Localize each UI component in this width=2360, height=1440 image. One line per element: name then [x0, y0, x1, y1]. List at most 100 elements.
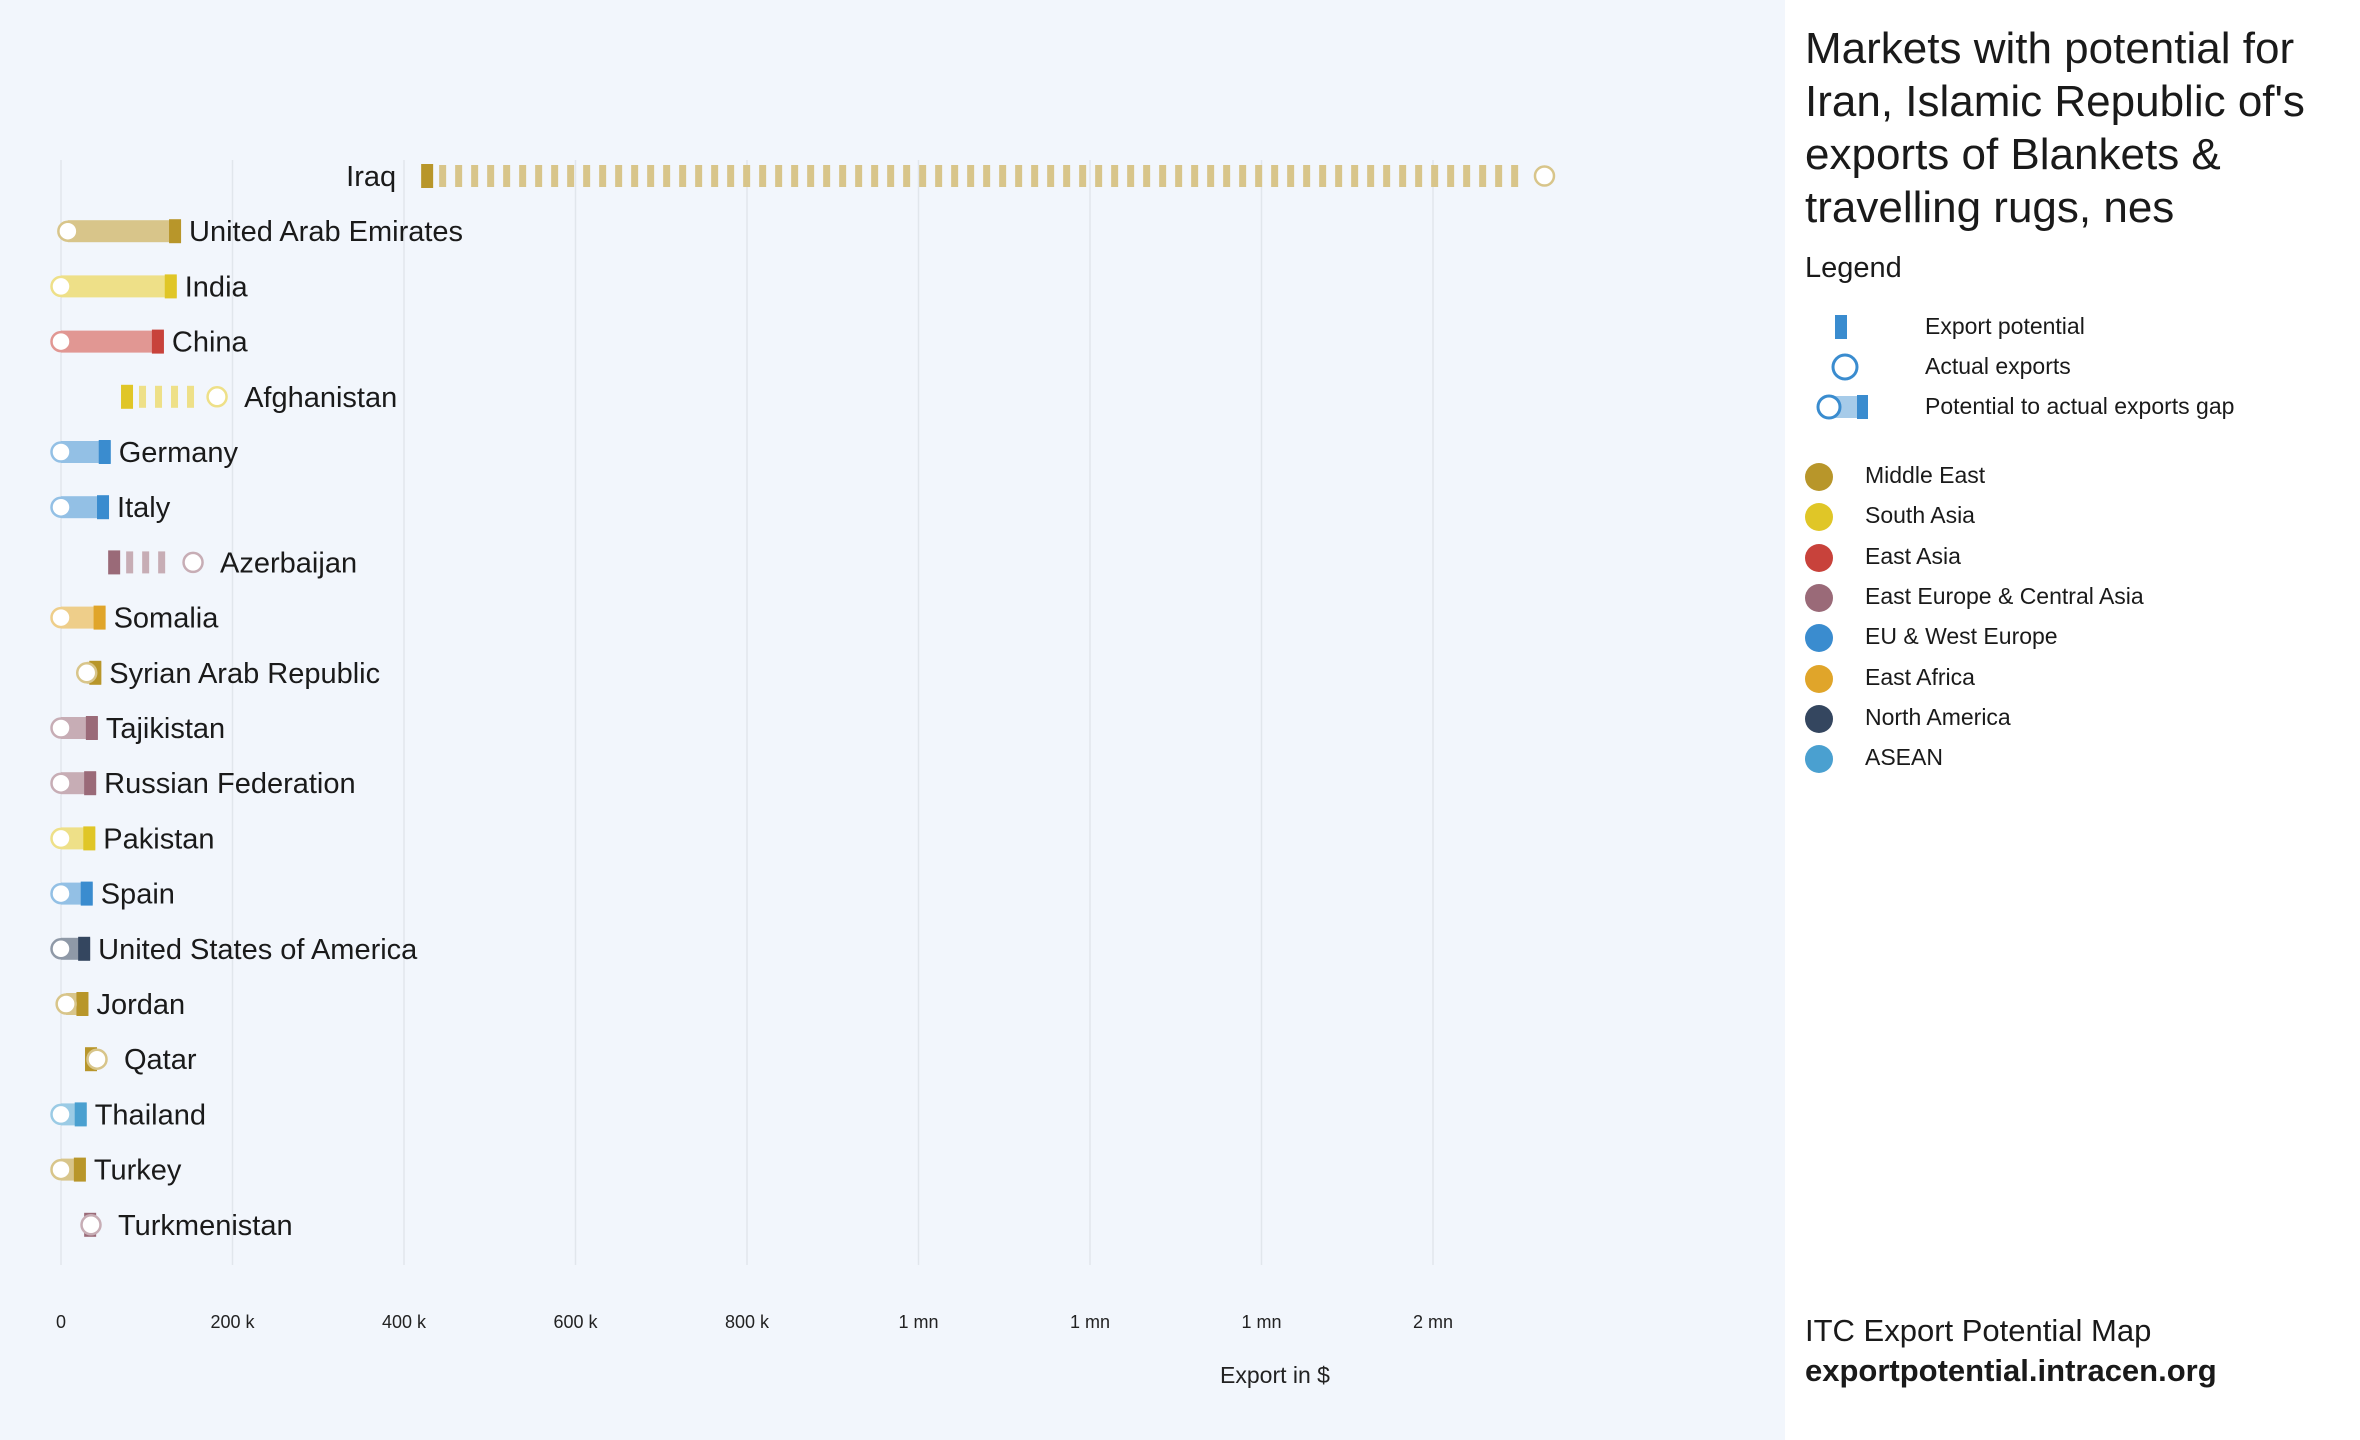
- gap-dash: [583, 165, 591, 187]
- gap-dash: [1063, 165, 1071, 187]
- gap-dash: [647, 165, 655, 187]
- actual-marker: [50, 330, 72, 353]
- gap-dash: [1367, 165, 1375, 187]
- potential-marker: [97, 495, 110, 520]
- potential-marker: [169, 219, 182, 244]
- gap-dash: [711, 165, 719, 187]
- potential-marker: [108, 550, 121, 575]
- gap-dash: [807, 165, 815, 187]
- actual-marker: [206, 386, 228, 408]
- actual-marker: [50, 938, 72, 960]
- region-label: North America: [1865, 703, 2011, 730]
- gap-dash: [139, 385, 147, 408]
- gap-dash: [519, 165, 527, 187]
- market-label: Turkey: [94, 1155, 182, 1187]
- region-dot-icon: [1805, 503, 1833, 532]
- gap-dash: [631, 165, 639, 187]
- gap-dash: [158, 551, 166, 574]
- gap-dash: [967, 165, 975, 187]
- market-label: Pakistan: [103, 823, 214, 855]
- actual-marker: [50, 606, 72, 629]
- gap-bar: [61, 496, 110, 519]
- actual-marker: [50, 1158, 72, 1181]
- region-dot-icon: [1805, 745, 1833, 774]
- gap-dash: [1031, 165, 1039, 187]
- potential-marker: [164, 274, 177, 299]
- region-label: South Asia: [1865, 502, 1975, 529]
- x-tick-label: 1 mn: [898, 1312, 938, 1332]
- gap-dash: [1303, 165, 1311, 187]
- gap-dash: [1143, 165, 1151, 187]
- gap-dash: [871, 165, 879, 187]
- gap-dash: [503, 165, 511, 187]
- actual-marker: [182, 551, 204, 574]
- region-label: Middle East: [1865, 462, 1986, 488]
- x-tick-label: 400 k: [382, 1312, 427, 1332]
- gap-bar-icon: [1816, 394, 1868, 420]
- gap-dash: [171, 385, 179, 408]
- gap-dash: [1383, 165, 1391, 187]
- gap-dash: [1399, 165, 1407, 187]
- market-label: Jordan: [96, 989, 185, 1021]
- market-label: United States of America: [98, 934, 418, 966]
- gap-dash: [1319, 165, 1327, 187]
- gap-dash: [663, 165, 671, 187]
- actual-circle-icon: [1831, 353, 1859, 381]
- gap-dash: [535, 165, 543, 187]
- gap-dash: [1159, 165, 1167, 187]
- region-label: EU & West Europe: [1865, 623, 2058, 650]
- legend-key-label: Potential to actual exports gap: [1925, 393, 2235, 419]
- gap-dash: [887, 165, 895, 187]
- legend-heading: Legend: [1805, 252, 1902, 284]
- gap-dash: [791, 165, 799, 187]
- market-label: Somalia: [114, 603, 220, 635]
- legend-key-label: Export potential: [1925, 313, 2085, 339]
- gap-dash: [823, 165, 831, 187]
- market-label: Afghanistan: [244, 382, 397, 414]
- region-dot-icon: [1805, 664, 1833, 693]
- market-label: Tajikistan: [106, 713, 225, 745]
- gap-dash: [615, 165, 623, 187]
- gap-dash: [1287, 165, 1295, 187]
- gap-dash: [1255, 165, 1263, 187]
- gap-dash: [187, 385, 195, 408]
- gap-dash: [1511, 165, 1519, 187]
- potential-marker: [84, 771, 97, 796]
- gap-dash: [126, 551, 134, 574]
- gap-dash: [142, 551, 150, 574]
- dumbbell-chart: 0 200 k 400 k 600 k 800 k 1 mn 1 mn 1 mn 2 mn Exp…: [50, 160, 1556, 1388]
- gap-dash: [1351, 165, 1359, 187]
- gap-dash: [1415, 165, 1423, 187]
- footer-url: exportpotential.intracen.org: [1805, 1353, 2217, 1388]
- region-dot-icon: [1805, 463, 1833, 491]
- potential-marker: [80, 881, 93, 906]
- actual-marker: [50, 882, 72, 905]
- market-label: Turkmenistan: [118, 1210, 293, 1242]
- gap-dash: [903, 165, 911, 187]
- gap-dash: [951, 165, 959, 187]
- potential-marker: [85, 716, 98, 740]
- market-label: Russian Federation: [104, 768, 355, 800]
- gap-dash: [759, 165, 767, 187]
- actual-marker: [86, 1048, 108, 1070]
- potential-marker: [93, 605, 106, 630]
- actual-marker: [50, 772, 72, 794]
- potential-marker: [74, 1102, 87, 1127]
- region-label: East Asia: [1865, 542, 1961, 569]
- gap-dash: [471, 165, 479, 187]
- potential-marker: [78, 936, 91, 961]
- actual-marker: [50, 275, 72, 298]
- gap-dash: [155, 385, 163, 408]
- actual-marker: [50, 827, 72, 850]
- x-tick-label: 1 mn: [1241, 1312, 1281, 1332]
- actual-marker: [57, 220, 79, 242]
- gap-dash: [1127, 165, 1135, 187]
- gap-dash: [1111, 165, 1119, 187]
- market-label: Qatar: [124, 1044, 197, 1076]
- gap-dash: [1479, 165, 1487, 187]
- potential-marker: [151, 329, 164, 354]
- x-tick-label: 800 k: [725, 1312, 770, 1332]
- gap-dash: [775, 165, 783, 187]
- gap-dash: [839, 165, 847, 187]
- region-dot-icon: [1805, 543, 1833, 572]
